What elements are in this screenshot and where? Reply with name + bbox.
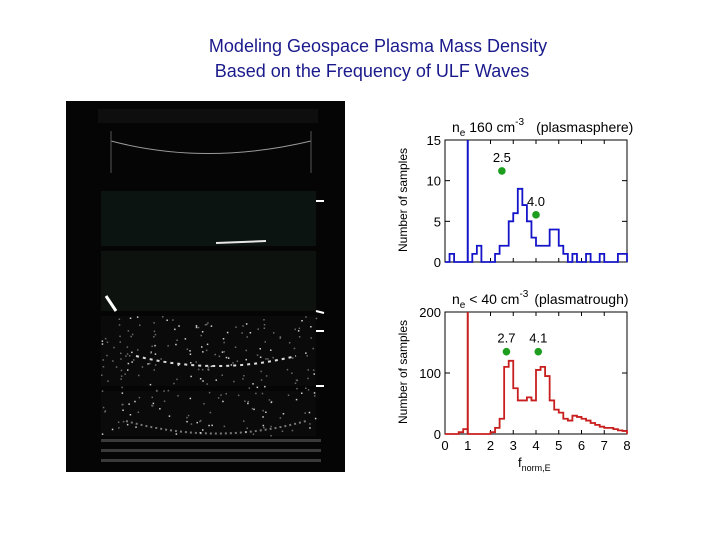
top-chart-title-sub: e	[460, 128, 466, 139]
bottom-chart-title-sub: e	[460, 300, 466, 311]
top-chart-ylabel: Number of samples	[396, 148, 410, 252]
top-chart-y-tick-label: 15	[427, 133, 441, 148]
plasmasphere-chart: ne 160 cm-3 (plasmasphere) 0 5 10 15 2.5 4.0 N…	[396, 117, 633, 270]
svg-text:ne 160 cm-3(plasmasphere): ne 160 cm-3 (plasmasphere)	[452, 117, 633, 139]
bottom-chart-ylabel: Number of samples	[396, 320, 410, 424]
bottom-chart-y-tick-label: 100	[419, 366, 441, 381]
bottom-chart-peak-marker	[534, 347, 543, 356]
top-chart-title-paren: (plasmasphere)	[536, 119, 633, 135]
top-chart-y-tick-label: 5	[434, 214, 441, 229]
bottom-chart-x-tick-label: 4	[532, 438, 539, 453]
bottom-chart-x-tick-label: 5	[555, 438, 562, 453]
bottom-chart-x-tick-label: 3	[510, 438, 517, 453]
top-chart-peak-label: 2.5	[493, 150, 511, 165]
bottom-chart-x-tick-label: 2	[487, 438, 494, 453]
bottom-chart-peak-label: 2.7	[497, 331, 515, 346]
spectrogram-image	[66, 101, 345, 472]
svg-text:ne < 40 cm-3(plasmatrough): ne < 40 cm-3 (plasmatrough)	[452, 289, 629, 311]
slide-title-line-2: Based on the Frequency of ULF Waves	[214, 61, 530, 81]
top-chart-title-value: 160 cm	[465, 119, 515, 135]
bottom-chart-title-value: < 40 cm	[465, 291, 519, 307]
bottom-chart-y-tick-label: 0	[434, 427, 441, 442]
plasmatrough-chart: ne < 40 cm-3 (plasmatrough) 0 100 200 0 1 2 3 4 5…	[396, 289, 631, 473]
top-chart-y-tick-label: 0	[434, 255, 441, 270]
bottom-chart-x-tick-label: 6	[578, 438, 585, 453]
bottom-chart-y-tick-label: 200	[419, 305, 441, 320]
bottom-chart-peak-marker	[502, 347, 511, 356]
bottom-chart-x-tick-label: 8	[623, 438, 630, 453]
slide-title-line-1: Modeling Geospace Plasma Mass Density	[208, 36, 548, 56]
top-chart-y-tick-label: 10	[427, 174, 441, 189]
top-chart-title-main: n	[452, 119, 460, 135]
bottom-chart-title-sup: -3	[519, 289, 528, 300]
bottom-chart-x-tick-label: 7	[601, 438, 608, 453]
bottom-chart-xlabel: fnorm,E	[518, 455, 551, 473]
top-chart-title-sup: -3	[515, 117, 524, 128]
top-chart-peak-label: 4.0	[527, 194, 545, 209]
top-chart-peak-marker	[498, 167, 506, 175]
bottom-chart-x-tick-label: 0	[441, 438, 448, 453]
bottom-chart-title-main: n	[452, 291, 460, 307]
bottom-chart-title-paren: (plasmatrough)	[534, 291, 628, 307]
bottom-chart-histogram-series	[445, 359, 628, 435]
top-chart-peak-marker	[532, 211, 540, 219]
top-chart-histogram-series	[445, 187, 628, 263]
bottom-chart-x-tick-label: 1	[464, 438, 471, 453]
bottom-chart-peak-label: 4.1	[529, 331, 547, 346]
